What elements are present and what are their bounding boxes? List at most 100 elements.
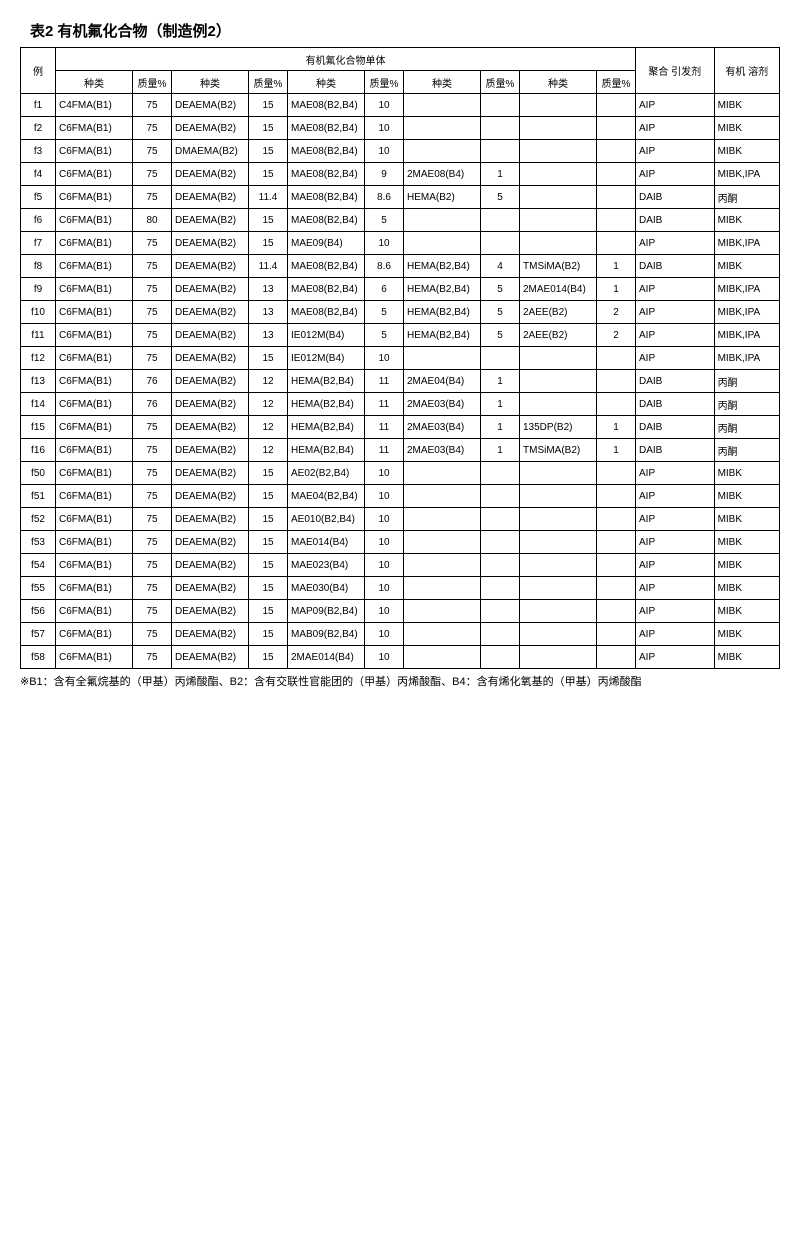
cell-type2: DEAEMA(B2) [172,370,249,393]
table-row: f9C6FMA(B1)75DEAEMA(B2)13MAE08(B2,B4)6HE… [21,278,780,301]
cell-type4 [404,646,481,669]
cell-type2: DEAEMA(B2) [172,416,249,439]
cell-mass5 [597,209,636,232]
cell-mass5: 1 [597,255,636,278]
cell-mass1: 75 [133,255,172,278]
cell-type5 [520,554,597,577]
table-wrapper: 表2 有机氟化合物（制造例2） 例 有机氟化合物单体 聚合 引发剂 有机 溶剂 … [20,20,780,689]
header-monomer-group: 有机氟化合物单体 [56,48,636,71]
cell-example: f3 [21,140,56,163]
cell-mass4: 1 [481,163,520,186]
cell-type3: HEMA(B2,B4) [288,416,365,439]
cell-type4: HEMA(B2,B4) [404,255,481,278]
cell-mass3: 10 [365,646,404,669]
cell-mass2: 15 [249,347,288,370]
cell-mass5 [597,600,636,623]
cell-type5 [520,531,597,554]
cell-mass4 [481,140,520,163]
cell-type2: DEAEMA(B2) [172,232,249,255]
cell-initiator: AIP [636,646,715,669]
cell-type2: DEAEMA(B2) [172,577,249,600]
cell-type2: DEAEMA(B2) [172,439,249,462]
cell-type5 [520,347,597,370]
cell-mass2: 13 [249,324,288,347]
cell-solvent: 丙酮 [714,370,779,393]
cell-type2: DEAEMA(B2) [172,508,249,531]
cell-type3: HEMA(B2,B4) [288,439,365,462]
cell-initiator: AIP [636,163,715,186]
cell-type5 [520,117,597,140]
cell-type2: DEAEMA(B2) [172,209,249,232]
cell-type3: MAE04(B2,B4) [288,485,365,508]
cell-mass1: 75 [133,416,172,439]
cell-type2: DEAEMA(B2) [172,347,249,370]
cell-initiator: AIP [636,508,715,531]
cell-mass2: 15 [249,163,288,186]
cell-example: f50 [21,462,56,485]
table-title: 表2 有机氟化合物（制造例2） [30,20,780,41]
cell-mass1: 75 [133,508,172,531]
cell-type2: DEAEMA(B2) [172,324,249,347]
cell-mass1: 75 [133,577,172,600]
cell-type3: AE02(B2,B4) [288,462,365,485]
cell-example: f15 [21,416,56,439]
cell-mass3: 8.6 [365,255,404,278]
cell-mass4: 5 [481,301,520,324]
cell-type5: 2AEE(B2) [520,301,597,324]
cell-mass2: 15 [249,623,288,646]
cell-initiator: AIP [636,577,715,600]
cell-example: f9 [21,278,56,301]
cell-type3: MAE08(B2,B4) [288,255,365,278]
header-type-4: 种类 [404,71,481,94]
cell-type3: MAE08(B2,B4) [288,140,365,163]
cell-mass3: 11 [365,393,404,416]
cell-type4 [404,140,481,163]
header-type-1: 种类 [56,71,133,94]
table-row: f2C6FMA(B1)75DEAEMA(B2)15MAE08(B2,B4)10A… [21,117,780,140]
cell-mass1: 75 [133,600,172,623]
cell-type2: DEAEMA(B2) [172,600,249,623]
cell-mass5: 2 [597,301,636,324]
cell-mass4 [481,232,520,255]
cell-type2: DEAEMA(B2) [172,163,249,186]
cell-mass3: 10 [365,94,404,117]
table-row: f53C6FMA(B1)75DEAEMA(B2)15MAE014(B4)10AI… [21,531,780,554]
cell-type4 [404,600,481,623]
table-row: f12C6FMA(B1)75DEAEMA(B2)15IE012M(B4)10AI… [21,347,780,370]
cell-type4 [404,531,481,554]
cell-mass2: 15 [249,646,288,669]
cell-solvent: MIBK,IPA [714,324,779,347]
cell-type2: DEAEMA(B2) [172,117,249,140]
cell-example: f14 [21,393,56,416]
cell-mass5 [597,370,636,393]
table-row: f56C6FMA(B1)75DEAEMA(B2)15MAP09(B2,B4)10… [21,600,780,623]
cell-type5 [520,140,597,163]
cell-initiator: AIP [636,600,715,623]
cell-type1: C6FMA(B1) [56,646,133,669]
table-row: f58C6FMA(B1)75DEAEMA(B2)152MAE014(B4)10A… [21,646,780,669]
header-mass-5: 质量% [597,71,636,94]
cell-type2: DEAEMA(B2) [172,554,249,577]
cell-mass4 [481,577,520,600]
cell-type4 [404,94,481,117]
cell-mass1: 76 [133,370,172,393]
cell-type3: HEMA(B2,B4) [288,370,365,393]
cell-mass2: 15 [249,462,288,485]
cell-mass1: 75 [133,646,172,669]
cell-mass3: 10 [365,623,404,646]
cell-solvent: MIBK [714,462,779,485]
cell-mass5 [597,186,636,209]
table-row: f14C6FMA(B1)76DEAEMA(B2)12HEMA(B2,B4)112… [21,393,780,416]
cell-type1: C6FMA(B1) [56,577,133,600]
cell-type1: C6FMA(B1) [56,508,133,531]
cell-type5: TMSiMA(B2) [520,255,597,278]
cell-mass2: 15 [249,117,288,140]
cell-mass3: 10 [365,485,404,508]
cell-mass1: 75 [133,140,172,163]
cell-type1: C6FMA(B1) [56,301,133,324]
cell-type4 [404,209,481,232]
cell-type5 [520,163,597,186]
cell-example: f4 [21,163,56,186]
cell-solvent: MIBK [714,600,779,623]
cell-type4: 2MAE03(B4) [404,416,481,439]
